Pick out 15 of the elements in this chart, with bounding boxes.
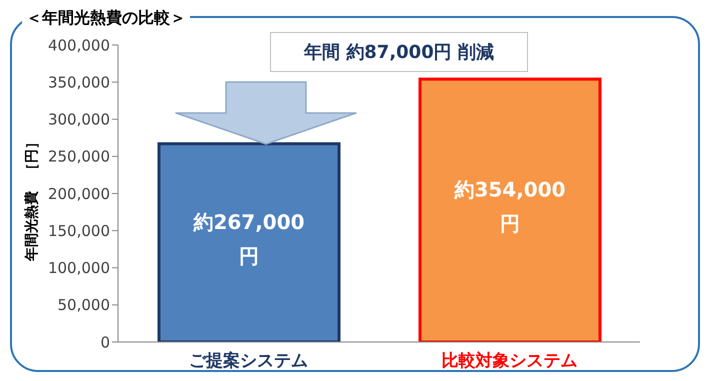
y-tick-label: 350,000 [48, 73, 110, 92]
y-tick-label: 400,000 [48, 36, 110, 54]
y-tick-label: 0 [100, 333, 110, 352]
y-tick-label: 100,000 [48, 259, 110, 278]
data-label: 約354,000円 [453, 178, 566, 236]
y-tick-label: 150,000 [48, 222, 110, 240]
y-tick-label: 50,000 [58, 296, 110, 314]
x-tick-label: 比較対象システム [442, 351, 578, 371]
y-tick-label: 200,000 [48, 184, 110, 203]
data-label: 約267,000円 [192, 210, 305, 268]
y-tick-label: 300,000 [48, 110, 110, 129]
chart-title: ＜年間光熱費の比較＞ [22, 8, 190, 29]
x-tick-label: ご提案システム [189, 350, 308, 371]
y-axis-title: 年間光熱費 ［円］ [23, 135, 41, 261]
y-tick-label: 250,000 [48, 148, 110, 166]
